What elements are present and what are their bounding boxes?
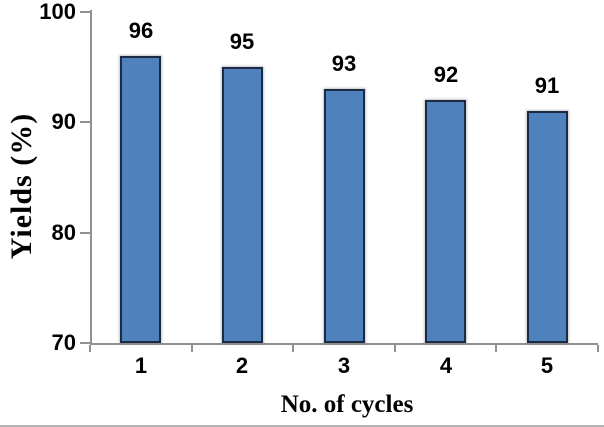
y-tick-mark [80,11,90,13]
x-axis-line [90,343,598,345]
x-axis-title: No. of cycles [280,391,414,418]
x-tick-label: 1 [134,353,148,378]
bar-value-label: 91 [534,73,560,98]
bar [425,100,466,343]
y-tick-mark [80,342,90,344]
y-tick-mark [80,232,90,234]
x-tick-label: 4 [439,353,453,378]
bar-value-label: 96 [128,18,154,43]
x-tick-mark [89,345,91,352]
bar-value-label: 95 [229,29,255,54]
x-tick-mark [597,345,599,352]
x-tick-mark [191,345,193,352]
x-tick-mark [495,345,497,352]
y-axis-line [90,10,92,345]
bar-value-label: 92 [433,62,459,87]
bar-value-label: 93 [331,51,357,76]
y-tick-label: 80 [51,220,76,245]
y-tick-mark [80,121,90,123]
y-tick-label: 70 [51,330,76,355]
x-tick-mark [292,345,294,352]
bar [324,89,365,343]
x-tick-label: 2 [235,353,249,378]
bar [527,111,568,343]
y-tick-label: 100 [39,0,76,24]
x-tick-label: 3 [337,353,351,378]
x-tick-label: 5 [540,353,554,378]
y-tick-label: 90 [51,109,76,134]
bar [222,67,263,343]
bar [120,56,161,343]
x-tick-mark [394,345,396,352]
